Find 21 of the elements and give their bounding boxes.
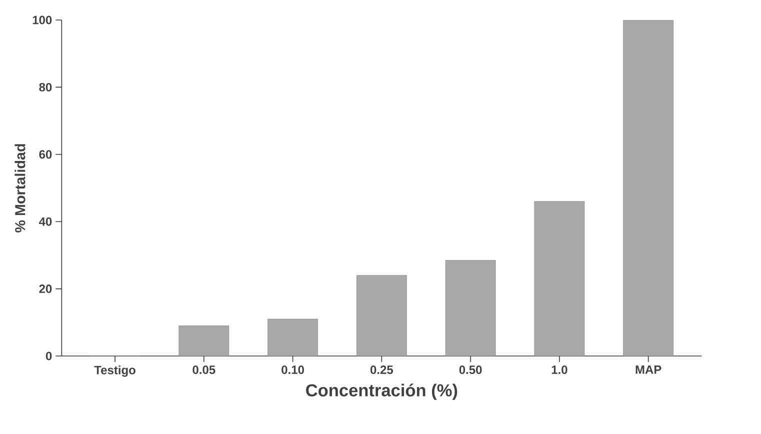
y-tick-label: 0: [46, 352, 52, 360]
bar: [356, 275, 407, 356]
x-tick-label: Testigo: [94, 366, 136, 377]
y-tick-label: 20: [39, 284, 52, 294]
y-axis-title: % Mortalidad: [14, 144, 26, 232]
x-axis-title: Concentración (%): [306, 384, 458, 400]
x-tick-label: 0.05: [192, 366, 216, 374]
x-tick-label: 0.50: [459, 366, 482, 374]
bar: [268, 318, 318, 356]
bar: [623, 20, 674, 356]
x-tick-label: MAP: [636, 366, 662, 374]
y-tick-label: 40: [38, 217, 52, 226]
y-tick-label: 80: [39, 82, 52, 92]
y-tick-label: 60: [39, 150, 52, 159]
y-tick-label: 100: [32, 16, 52, 24]
bar: [534, 201, 585, 356]
x-tick-label: 1.0: [552, 366, 568, 374]
bar: [445, 260, 496, 356]
bar: [178, 326, 230, 356]
x-tick-label: 0.10: [282, 366, 304, 374]
x-tick-label: 0.25: [370, 366, 394, 374]
